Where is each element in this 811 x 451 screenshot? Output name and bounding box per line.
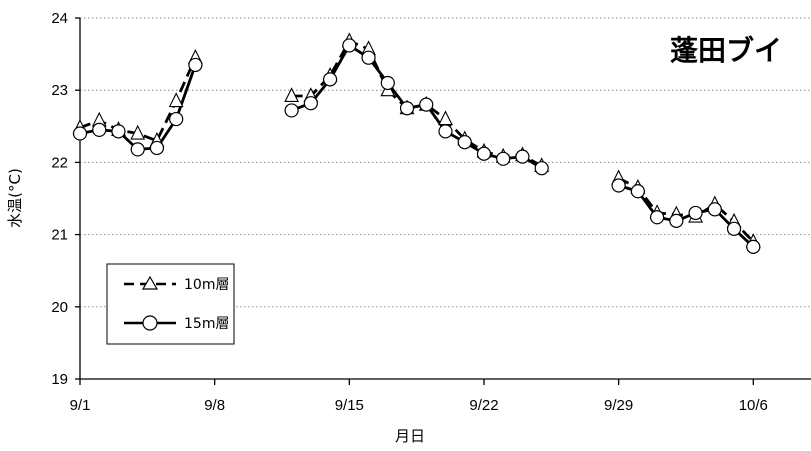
x-tick-label: 9/15 bbox=[335, 397, 364, 414]
data-point-10m bbox=[168, 92, 184, 108]
legend-marker-15m-circle bbox=[142, 315, 158, 331]
data-point-15m bbox=[149, 140, 165, 156]
data-point-15m bbox=[496, 151, 511, 166]
data-point-15m bbox=[169, 111, 184, 127]
series bbox=[72, 32, 761, 254]
data-point-10m bbox=[438, 110, 453, 126]
data-point-15m bbox=[188, 57, 203, 73]
x-tick-label: 9/29 bbox=[604, 397, 633, 414]
x-tick-label: 9/1 bbox=[70, 397, 91, 414]
data-point-15m bbox=[342, 38, 357, 53]
y-tick-label: 20 bbox=[51, 299, 68, 316]
data-point-15m bbox=[322, 72, 338, 87]
data-point-15m bbox=[746, 239, 761, 254]
data-point-15m bbox=[707, 202, 722, 217]
y-tick-label: 23 bbox=[51, 82, 68, 99]
data-point-15m bbox=[688, 205, 703, 221]
data-point-15m bbox=[630, 184, 645, 199]
y-axis-title: 水温(°C) bbox=[6, 168, 24, 228]
axes: 19 20 21 22 23 24 9/1 9/8 9/15 9/22 9/29 10/6 bbox=[51, 10, 811, 414]
data-point-15m bbox=[669, 213, 684, 228]
series-line-15m bbox=[291, 44, 543, 170]
data-point-15m bbox=[72, 126, 88, 141]
x-axis-title: 月日 bbox=[395, 427, 425, 445]
data-point-15m bbox=[611, 178, 626, 193]
data-point-10m bbox=[130, 124, 146, 140]
data-point-15m bbox=[284, 103, 299, 118]
data-point-15m bbox=[130, 142, 145, 157]
data-point-15m bbox=[361, 50, 376, 65]
x-tick-label: 9/8 bbox=[204, 397, 225, 414]
x-tick-label: 10/6 bbox=[739, 397, 768, 414]
legend: 10m層 15m層 bbox=[106, 263, 235, 345]
data-point-15m bbox=[380, 75, 395, 91]
data-point-15m bbox=[92, 122, 107, 138]
gridlines bbox=[80, 17, 811, 308]
y-tick-label: 22 bbox=[51, 154, 68, 171]
x-tick-label: 9/22 bbox=[469, 397, 498, 414]
legend-box bbox=[106, 263, 235, 345]
legend-marker-10m-triangle bbox=[141, 275, 159, 290]
data-point-15m bbox=[303, 96, 318, 111]
data-point-15m bbox=[650, 210, 665, 225]
y-tick-label: 19 bbox=[51, 371, 68, 388]
legend-label-15m: 15m層 bbox=[184, 316, 229, 332]
y-tick-label: 21 bbox=[51, 227, 68, 244]
data-point-15m bbox=[419, 97, 434, 112]
data-point-15m bbox=[111, 124, 126, 139]
data-point-10m bbox=[284, 87, 299, 103]
data-point-15m bbox=[457, 135, 472, 150]
chart-title: 蓬田ブイ bbox=[670, 34, 782, 67]
data-point-15m bbox=[476, 146, 492, 161]
data-point-15m bbox=[726, 221, 742, 236]
data-point-15m bbox=[399, 101, 415, 116]
data-point-15m bbox=[534, 161, 549, 176]
data-point-15m bbox=[438, 124, 453, 139]
y-tick-label: 24 bbox=[51, 10, 68, 27]
legend-label-10m: 10m層 bbox=[184, 277, 229, 293]
series-line-10m bbox=[291, 39, 543, 168]
data-point-15m bbox=[515, 149, 530, 164]
